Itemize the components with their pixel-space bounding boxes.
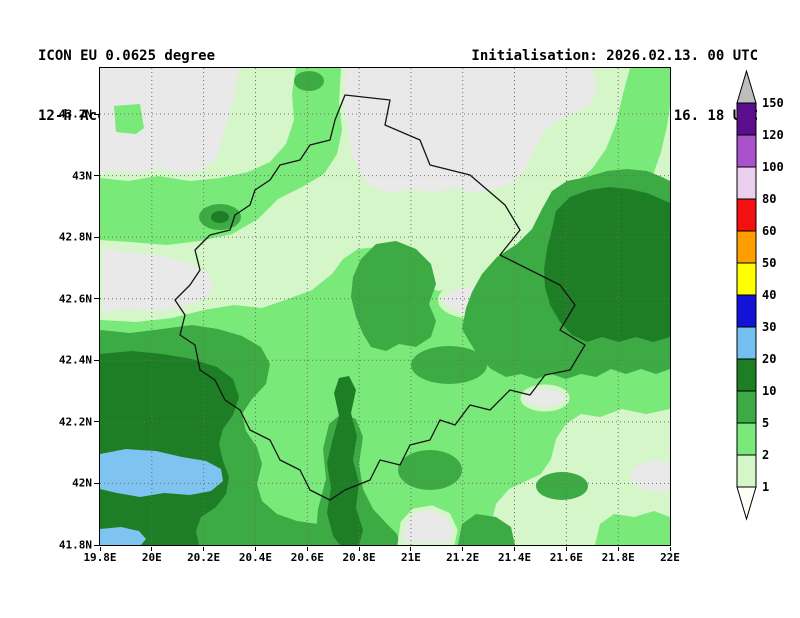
colorbar-cell — [736, 230, 757, 264]
y-axis-tick — [94, 359, 99, 361]
colorbar-label: 80 — [762, 192, 776, 206]
x-axis-tick — [358, 547, 360, 551]
x-axis-label: 20.4E — [238, 551, 273, 564]
x-axis-label: 19.8E — [83, 551, 117, 564]
country-border — [173, 93, 586, 501]
colorbar-cell — [736, 454, 757, 488]
colorbar-label: 30 — [762, 320, 776, 334]
colorbar-label: 50 — [762, 256, 776, 270]
x-axis-tick — [254, 547, 256, 551]
x-axis-tick — [669, 547, 671, 551]
x-axis-tick — [514, 547, 516, 551]
x-axis-tick — [462, 547, 464, 551]
colorbar-label: 150 — [762, 96, 784, 110]
x-axis-label: 20E — [141, 551, 162, 564]
colorbar-label: 1 — [762, 480, 769, 494]
y-axis-label: 43.2N — [58, 107, 92, 121]
colorbar-overflow-arrow — [736, 70, 757, 104]
precip-level-10-layer — [99, 186, 670, 545]
x-axis-tick — [306, 547, 308, 551]
x-axis-label: 21E — [400, 551, 421, 564]
colorbar-label: 20 — [762, 352, 776, 366]
precip-colorbar: 150 120 100 80 60 50 40 30 20 10 5 2 1 — [736, 70, 784, 521]
x-axis-label: 21.8E — [601, 551, 635, 564]
x-axis-tick — [565, 547, 567, 551]
colorbar-label: 5 — [762, 416, 769, 430]
x-axis-tick — [99, 547, 101, 551]
colorbar-label: 100 — [762, 160, 784, 174]
y-axis-label: 41.8N — [58, 538, 92, 552]
colorbar-cell — [736, 102, 757, 136]
colorbar-underflow-arrow — [736, 486, 757, 521]
grid-lines — [99, 67, 670, 545]
x-axis-label: 20.8E — [342, 551, 376, 564]
y-axis-label: 43N — [72, 169, 92, 183]
y-axis-tick — [94, 175, 99, 177]
x-axis-label: 21.2E — [446, 551, 480, 564]
colorbar-cell — [736, 390, 757, 424]
y-axis-label: 42.4N — [58, 353, 92, 367]
x-axis-label: 21.6E — [549, 551, 583, 564]
x-axis-tick — [410, 547, 412, 551]
colorbar-label: 60 — [762, 224, 776, 238]
colorbar-cell — [736, 326, 757, 360]
y-axis-label: 42N — [72, 476, 92, 490]
init-time: Initialisation: 2026.02.13. 00 UTC — [471, 48, 758, 64]
colorbar-cell — [736, 198, 757, 232]
colorbar-label: 2 — [762, 448, 769, 462]
y-axis-tick — [94, 482, 99, 484]
x-axis-label: 20.2E — [187, 551, 221, 564]
y-axis-tick — [94, 421, 99, 423]
y-axis-tick — [94, 298, 99, 300]
x-axis-label: 20.6E — [290, 551, 324, 564]
y-axis-label: 42.6N — [58, 292, 92, 306]
y-axis-tick — [94, 113, 99, 115]
x-axis-tick — [203, 547, 205, 551]
precip-level-20-layer — [99, 448, 223, 545]
y-axis-label: 42.8N — [58, 230, 92, 244]
x-axis-label: 22E — [660, 551, 680, 564]
x-axis-label: 21.4E — [497, 551, 532, 564]
colorbar-cell — [736, 262, 757, 296]
x-axis-tick — [617, 547, 619, 551]
y-axis-tick — [94, 544, 99, 546]
y-axis-label: 42.2N — [58, 415, 92, 429]
colorbar-label: 40 — [762, 288, 776, 302]
model-title: ICON EU 0.0625 degree — [38, 48, 216, 64]
precip-map-svg — [99, 67, 670, 545]
colorbar-label: 10 — [762, 384, 776, 398]
colorbar-cell — [736, 294, 757, 328]
colorbar-cell — [736, 358, 757, 392]
colorbar-label: 120 — [762, 128, 784, 142]
colorbar-cell — [736, 134, 757, 168]
dry-patch-bottom — [396, 504, 458, 545]
colorbar-cell — [736, 166, 757, 200]
x-axis-tick — [151, 547, 153, 551]
precipitation-map — [98, 66, 671, 546]
colorbar-cell — [736, 422, 757, 456]
y-axis-tick — [94, 236, 99, 238]
